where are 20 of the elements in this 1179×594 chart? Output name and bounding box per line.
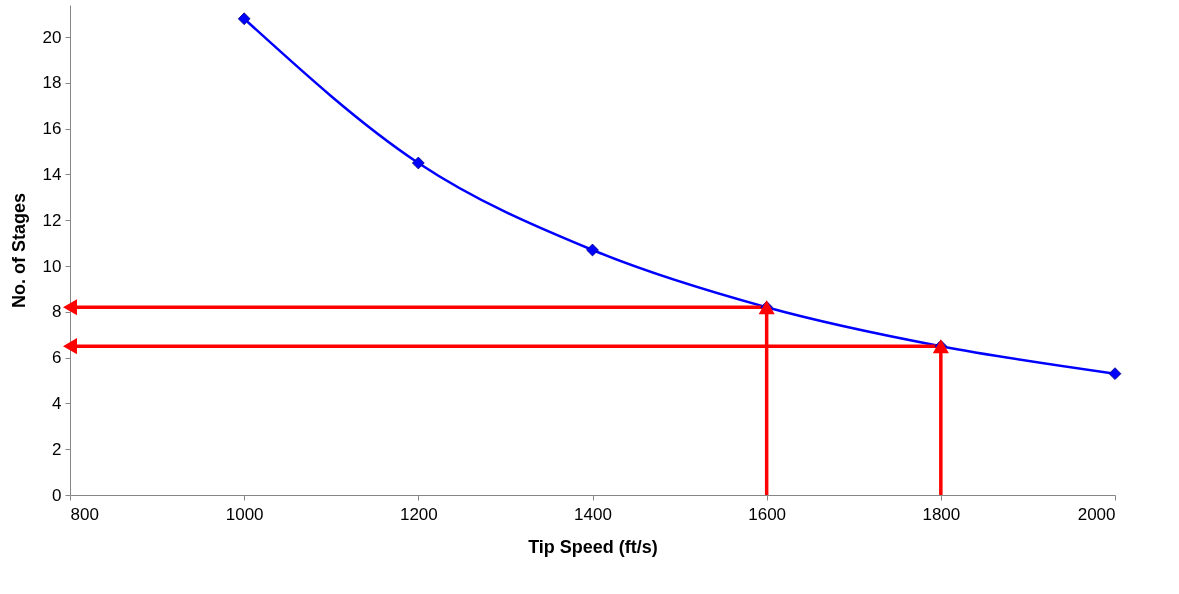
y-tick-label: 20 [42, 27, 62, 47]
y-tick-label: 18 [42, 73, 62, 93]
x-tick-label: 1800 [922, 504, 961, 524]
y-tick-label: 6 [52, 348, 62, 368]
x-tick-label: 1200 [399, 504, 438, 524]
x-tick-label: 2000 [1077, 504, 1116, 524]
x-tick-label: 800 [70, 504, 99, 524]
x-tick-label: 1000 [225, 504, 264, 524]
y-tick-label: 8 [52, 302, 62, 322]
y-tick-label: 4 [52, 393, 62, 413]
x-tick-label: 1600 [748, 504, 787, 524]
y-tick-label: 0 [52, 485, 62, 505]
y-tick-label: 16 [42, 119, 62, 139]
y-tick-label: 14 [42, 164, 62, 184]
y-tick-label: 12 [42, 210, 62, 230]
y-tick-label: 2 [52, 439, 62, 459]
y-tick-label: 10 [42, 256, 62, 276]
x-axis-title: Tip Speed (ft/s) [528, 536, 658, 557]
y-axis-title: No. of Stages [8, 192, 29, 309]
x-tick-label: 1400 [574, 504, 612, 524]
